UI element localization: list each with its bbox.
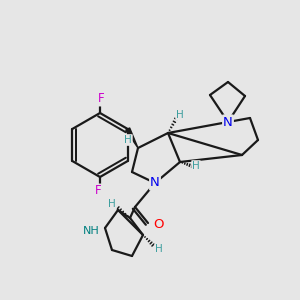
Text: NH: NH — [82, 226, 99, 236]
Text: N: N — [223, 116, 233, 128]
Text: H: H — [176, 110, 184, 120]
Text: N: N — [150, 176, 160, 190]
Text: H: H — [192, 161, 200, 171]
Text: H: H — [124, 135, 132, 145]
Text: F: F — [95, 184, 101, 197]
Text: H: H — [155, 244, 163, 254]
Polygon shape — [126, 128, 138, 148]
Text: O: O — [153, 218, 163, 230]
Text: F: F — [98, 92, 104, 106]
Text: H: H — [108, 199, 116, 209]
